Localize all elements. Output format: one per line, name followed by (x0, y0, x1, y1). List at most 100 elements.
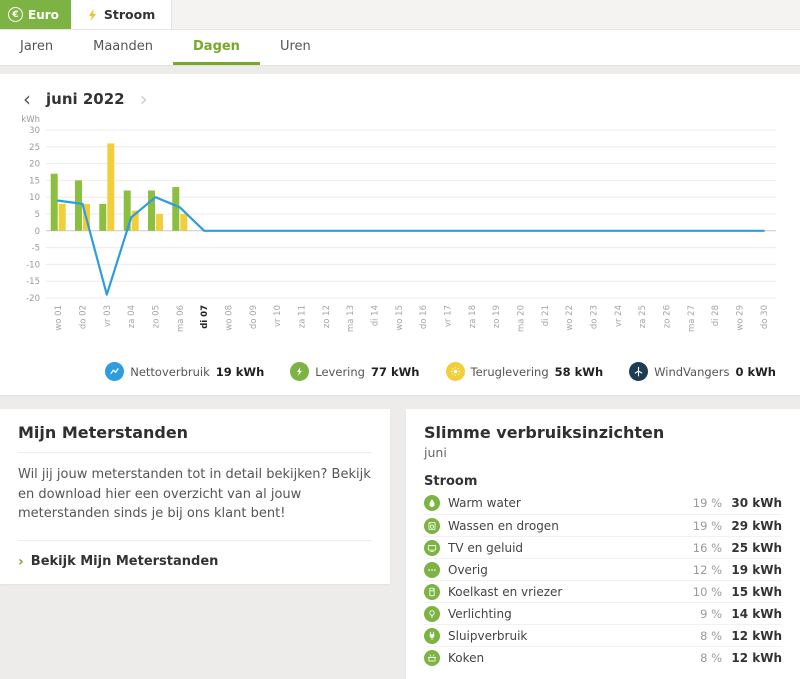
fridge-icon (424, 583, 440, 600)
svg-text:di 14: di 14 (371, 305, 381, 326)
legend-label: Teruglevering (470, 364, 549, 379)
tab-euro[interactable]: € Euro (0, 0, 71, 29)
tab-dagen[interactable]: Dagen (173, 30, 260, 65)
legend-windvangers[interactable]: WindVangers 0 kWh (629, 362, 776, 381)
meterstanden-body: Wil jij jouw meterstanden tot in detail … (18, 467, 371, 521)
tab-stroom[interactable]: Stroom (70, 0, 173, 29)
legend-teruglevering[interactable]: Teruglevering 58 kWh (445, 362, 604, 381)
svg-text:wo 29: wo 29 (736, 305, 746, 331)
legend-value: 19 kWh (215, 364, 265, 379)
insight-label: Wassen en drogen (448, 518, 559, 533)
tab-stroom-label: Stroom (103, 7, 156, 22)
svg-text:wo 15: wo 15 (395, 305, 405, 331)
insight-percent: 19 % (692, 496, 722, 510)
svg-text:30: 30 (29, 126, 40, 136)
insight-value: 25 kWh (731, 540, 782, 555)
meterstanden-title: Mijn Meterstanden (18, 423, 189, 442)
divider (18, 452, 372, 453)
sun-icon (445, 362, 465, 381)
tap-icon (424, 495, 440, 511)
meterstanden-card: Mijn Meterstanden Wil jij jouw meterstan… (0, 409, 390, 584)
insight-row-koelkast-en-vriezer: Koelkast en vriezer 10 % 15 kWh (424, 580, 782, 602)
legend-label: WindVangers (654, 364, 730, 379)
svg-text:zo 19: zo 19 (492, 305, 502, 328)
tv-icon (424, 539, 440, 556)
top-tab-bar: € Euro Stroom (0, 0, 800, 30)
svg-text:zo 05: zo 05 (152, 305, 162, 328)
washer-icon (424, 517, 440, 534)
insight-row-sluipverbruik: Sluipverbruik 8 % 12 kWh (424, 624, 782, 646)
svg-text:zo 26: zo 26 (663, 305, 673, 328)
svg-text:zo 12: zo 12 (322, 305, 332, 328)
svg-text:ma 06: ma 06 (176, 305, 186, 332)
insight-label: Overig (448, 562, 488, 577)
svg-text:wo 01: wo 01 (54, 305, 64, 331)
legend-value: 58 kWh (554, 364, 604, 379)
svg-text:10: 10 (29, 193, 40, 203)
insight-percent: 16 % (692, 540, 722, 555)
prev-month-button[interactable]: ‹ (16, 88, 38, 110)
insights-subtitle: juni (424, 445, 447, 460)
svg-text:20: 20 (29, 160, 40, 170)
tab-euro-label: Euro (28, 7, 59, 22)
svg-text:-15: -15 (26, 277, 40, 287)
insight-label: Verlichting (448, 606, 512, 621)
insight-row-koken: Koken 8 % 12 kWh (424, 646, 782, 668)
svg-text:25: 25 (29, 143, 40, 153)
svg-text:do 09: do 09 (249, 305, 259, 329)
insight-value: 14 kWh (731, 606, 782, 621)
insight-value: 15 kWh (731, 584, 782, 599)
lightning-icon (87, 8, 98, 22)
svg-text:ma 13: ma 13 (346, 305, 356, 332)
svg-text:di 07: di 07 (200, 305, 210, 329)
insight-value: 12 kWh (731, 650, 782, 665)
svg-text:wo 22: wo 22 (565, 305, 575, 331)
insight-label: TV en geluid (448, 540, 524, 555)
bottom-cards: Mijn Meterstanden Wil jij jouw meterstan… (0, 409, 800, 679)
period-label: juni 2022 (46, 90, 125, 108)
tab-maanden[interactable]: Maanden (93, 38, 153, 54)
svg-text:vr 24: vr 24 (614, 305, 624, 327)
insight-row-overig: Overig 12 % 19 kWh (424, 558, 782, 580)
svg-text:-20: -20 (26, 294, 40, 304)
daily-usage-chart[interactable]: 30 25 20 15 10 5 0 -5 -10 -15 -20 kWh wo 01 do 02 vr 0… (16, 114, 784, 354)
tab-jaren[interactable]: Jaren (20, 38, 54, 54)
insights-section-label: Stroom (424, 474, 478, 489)
svg-text:-10: -10 (26, 260, 40, 270)
line-chart-icon (105, 362, 125, 381)
insights-title: Slimme verbruiksinzichten (424, 423, 665, 442)
svg-text:kWh: kWh (21, 115, 40, 125)
svg-text:wo 08: wo 08 (225, 305, 235, 331)
insights-card: Slimme verbruiksinzichten juni Stroom Wa… (406, 409, 800, 679)
tab-uren[interactable]: Uren (279, 38, 311, 54)
insight-row-tv-en-geluid: TV en geluid 16 % 25 kWh (424, 536, 782, 558)
insight-value: 12 kWh (731, 628, 782, 643)
bulb-icon (424, 605, 440, 622)
svg-text:di 28: di 28 (711, 305, 721, 326)
insight-row-verlichting: Verlichting 9 % 14 kWh (424, 602, 782, 624)
insight-label: Koken (448, 650, 485, 665)
svg-text:0: 0 (35, 227, 40, 237)
svg-text:ma 27: ma 27 (687, 305, 697, 332)
meterstanden-link[interactable]: › Bekijk Mijn Meterstanden (18, 539, 372, 570)
svg-text:do 16: do 16 (419, 305, 429, 329)
wind-turbine-icon (629, 362, 649, 381)
pot-icon (424, 649, 440, 666)
next-month-button[interactable]: › (133, 88, 155, 110)
insight-label: Sluipverbruik (448, 628, 528, 643)
svg-text:do 02: do 02 (79, 305, 89, 329)
svg-text:15: 15 (29, 176, 40, 186)
date-navigation: ‹ juni 2022 › (16, 86, 784, 112)
svg-text:vr 03: vr 03 (103, 305, 113, 327)
svg-text:za 04: za 04 (127, 305, 137, 328)
insight-label: Koelkast en vriezer (448, 584, 563, 599)
other-icon (424, 561, 440, 578)
legend-levering[interactable]: Levering 77 kWh (290, 362, 420, 381)
chart-legend: Nettoverbruik 19 kWh Levering 77 kWh Terugle… (16, 358, 784, 387)
insights-list: Warm water 19 % 30 kWh Wassen en drogen 19 %… (424, 492, 782, 668)
svg-text:ma 20: ma 20 (517, 305, 527, 332)
svg-text:-5: -5 (32, 244, 40, 254)
legend-nettoverbruik[interactable]: Nettoverbruik 19 kWh (105, 362, 264, 381)
svg-text:5: 5 (35, 210, 40, 220)
insight-percent: 9 % (700, 606, 722, 621)
